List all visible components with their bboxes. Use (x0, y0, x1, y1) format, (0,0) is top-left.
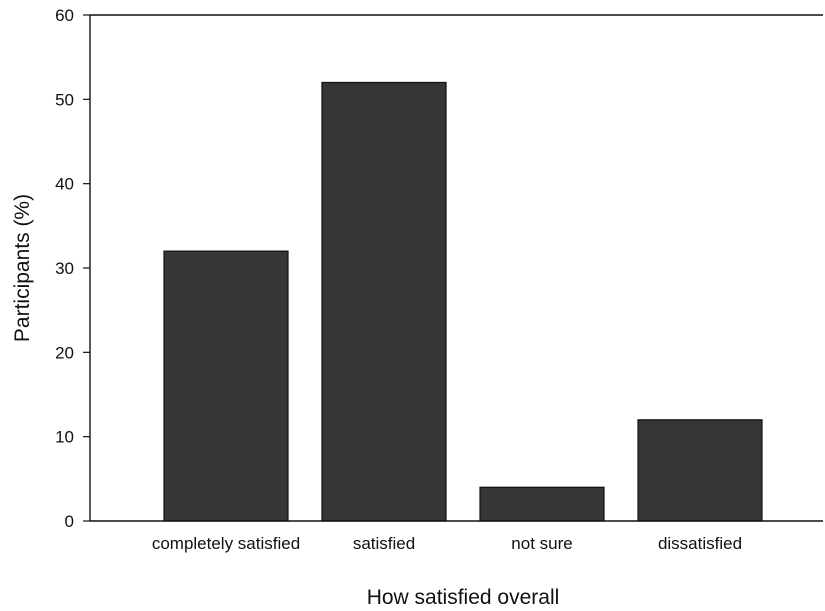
y-tick-label: 60 (55, 6, 74, 25)
y-tick-label: 10 (55, 428, 74, 447)
x-tick-label: satisfied (353, 534, 415, 553)
y-tick-label: 30 (55, 259, 74, 278)
bars (164, 82, 762, 521)
y-axis-title: Participants (%) (11, 194, 34, 342)
bar-satisfied (322, 82, 446, 521)
y-tick-label: 40 (55, 175, 74, 194)
x-axis-tick-labels: completely satisfied satisfied not sure dis… (152, 534, 742, 553)
y-tick-label: 50 (55, 90, 74, 109)
y-tick-label: 20 (55, 343, 74, 362)
y-axis-ticks: 0 10 20 30 40 50 60 (55, 6, 90, 531)
x-tick-label: dissatisfied (658, 534, 742, 553)
x-axis-title: How satisfied overall (367, 586, 560, 609)
bar-completely-satisfied (164, 251, 288, 521)
bar-dissatisfied (638, 420, 762, 521)
x-tick-label: completely satisfied (152, 534, 300, 553)
x-tick-label: not sure (511, 534, 572, 553)
y-tick-label: 0 (65, 512, 74, 531)
bar-not-sure (480, 487, 604, 521)
